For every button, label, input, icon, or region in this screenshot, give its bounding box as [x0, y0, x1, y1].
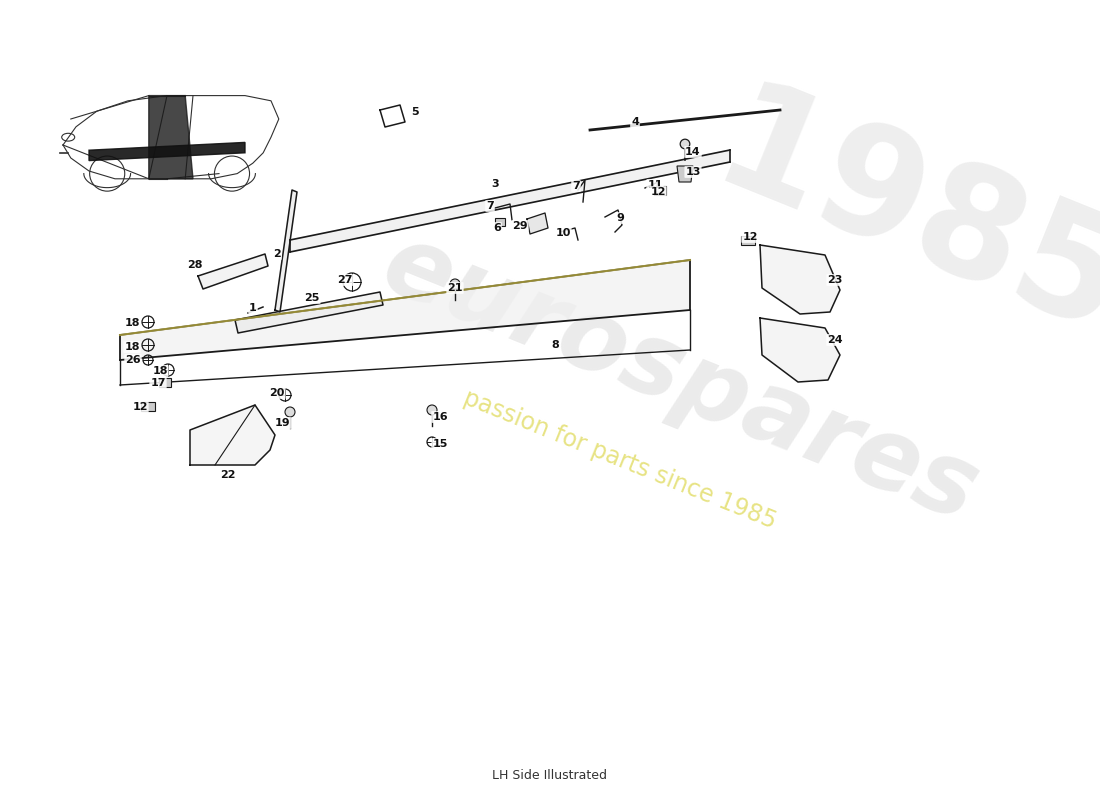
Text: 1985: 1985: [695, 71, 1100, 369]
Text: 7: 7: [572, 181, 580, 191]
Text: 4: 4: [631, 117, 639, 127]
Bar: [160, 378, 170, 386]
Bar: [141, 402, 155, 410]
Text: 17: 17: [151, 378, 166, 388]
Text: 18: 18: [124, 318, 140, 328]
Bar: [495, 218, 505, 226]
Text: 23: 23: [827, 275, 843, 285]
Text: 22: 22: [220, 470, 235, 480]
Circle shape: [427, 405, 437, 415]
Polygon shape: [120, 260, 690, 360]
Text: 13: 13: [685, 167, 701, 177]
Text: 12: 12: [742, 232, 758, 242]
Text: 12: 12: [650, 187, 666, 197]
Polygon shape: [275, 190, 297, 312]
Polygon shape: [676, 166, 693, 182]
Polygon shape: [760, 245, 840, 314]
Text: 26: 26: [125, 355, 141, 365]
Polygon shape: [89, 142, 245, 161]
Text: 5: 5: [411, 107, 419, 117]
Polygon shape: [235, 292, 383, 333]
Text: 29: 29: [513, 221, 528, 231]
Text: 9: 9: [616, 213, 624, 223]
Text: 3: 3: [492, 179, 498, 189]
Polygon shape: [198, 254, 268, 289]
Text: 2: 2: [273, 249, 280, 259]
Circle shape: [450, 279, 460, 289]
Text: 10: 10: [556, 228, 571, 238]
Text: 7: 7: [486, 201, 494, 211]
Text: 12: 12: [132, 402, 147, 412]
Text: 25: 25: [305, 293, 320, 303]
Text: eurospares: eurospares: [368, 217, 991, 543]
Polygon shape: [760, 318, 840, 382]
Text: 1: 1: [249, 303, 257, 313]
Text: 16: 16: [432, 412, 448, 422]
Text: passion for parts since 1985: passion for parts since 1985: [460, 386, 780, 534]
Circle shape: [680, 139, 690, 149]
Polygon shape: [527, 213, 548, 234]
Bar: [741, 235, 755, 245]
Text: LH Side Illustrated: LH Side Illustrated: [493, 769, 607, 782]
Text: 6: 6: [493, 223, 500, 233]
Text: 24: 24: [827, 335, 843, 345]
Circle shape: [285, 407, 295, 417]
Polygon shape: [190, 405, 275, 465]
Text: 14: 14: [685, 147, 701, 157]
Text: 27: 27: [338, 275, 353, 285]
Text: 8: 8: [551, 340, 559, 350]
Text: 11: 11: [647, 180, 662, 190]
Bar: [654, 186, 666, 194]
Text: 18: 18: [152, 366, 167, 376]
Text: 20: 20: [270, 388, 285, 398]
Text: 15: 15: [432, 439, 448, 449]
Text: 21: 21: [448, 283, 463, 293]
Text: 18: 18: [124, 342, 140, 352]
Text: 19: 19: [275, 418, 290, 428]
Text: 28: 28: [187, 260, 202, 270]
Polygon shape: [290, 150, 730, 252]
Polygon shape: [148, 96, 192, 178]
